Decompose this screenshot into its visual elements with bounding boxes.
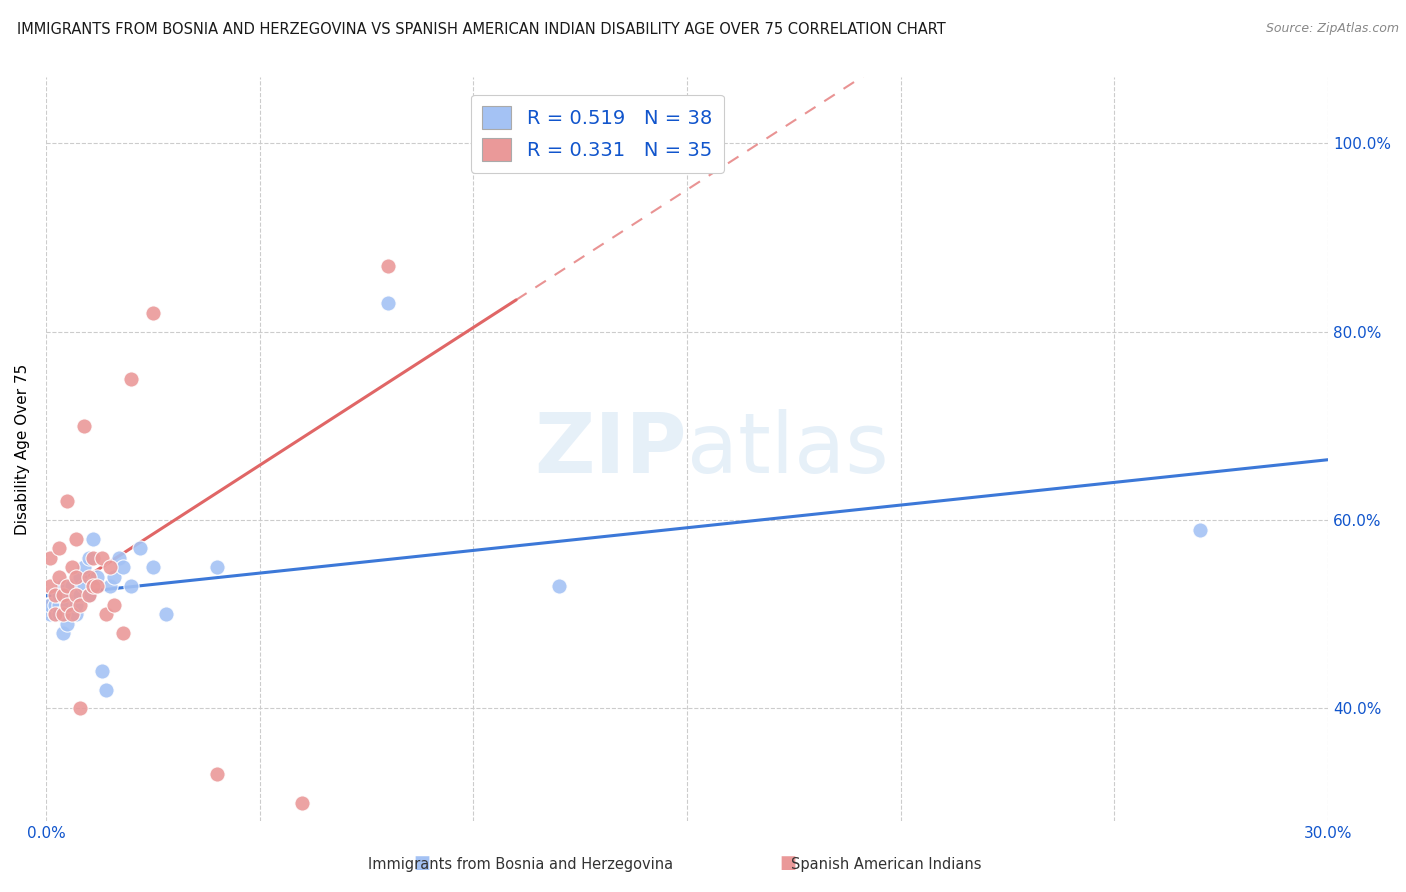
- Point: [103, 569, 125, 583]
- Point: [73, 418, 96, 433]
- Text: ZIP: ZIP: [534, 409, 688, 490]
- Point: [205, 767, 228, 781]
- Point: [155, 607, 177, 622]
- Point: [98, 579, 121, 593]
- Point: [56, 579, 79, 593]
- Point: [94, 682, 117, 697]
- Point: [142, 306, 165, 320]
- Text: ■: ■: [413, 855, 430, 872]
- Point: [98, 560, 121, 574]
- Point: [56, 598, 79, 612]
- Point: [39, 607, 62, 622]
- Point: [52, 589, 75, 603]
- Point: [44, 589, 66, 603]
- Point: [77, 550, 100, 565]
- Point: [60, 589, 83, 603]
- Point: [39, 579, 62, 593]
- Point: [103, 598, 125, 612]
- Text: Immigrants from Bosnia and Herzegovina: Immigrants from Bosnia and Herzegovina: [367, 857, 673, 872]
- Point: [1188, 523, 1211, 537]
- Point: [69, 589, 91, 603]
- Text: Spanish American Indians: Spanish American Indians: [790, 857, 981, 872]
- Point: [82, 550, 104, 565]
- Point: [48, 607, 70, 622]
- Point: [86, 579, 108, 593]
- Point: [65, 598, 87, 612]
- Point: [77, 589, 100, 603]
- Point: [48, 541, 70, 556]
- Point: [82, 532, 104, 546]
- Point: [90, 664, 112, 678]
- Point: [60, 560, 83, 574]
- Point: [291, 796, 314, 810]
- Point: [205, 560, 228, 574]
- Point: [48, 569, 70, 583]
- Point: [69, 598, 91, 612]
- Point: [107, 550, 129, 565]
- Point: [44, 607, 66, 622]
- Point: [77, 569, 100, 583]
- Point: [377, 259, 399, 273]
- Point: [44, 607, 66, 622]
- Point: [48, 598, 70, 612]
- Point: [52, 607, 75, 622]
- Text: IMMIGRANTS FROM BOSNIA AND HERZEGOVINA VS SPANISH AMERICAN INDIAN DISABILITY AGE: IMMIGRANTS FROM BOSNIA AND HERZEGOVINA V…: [17, 22, 946, 37]
- Point: [39, 598, 62, 612]
- Point: [94, 607, 117, 622]
- Point: [56, 494, 79, 508]
- Point: [69, 569, 91, 583]
- Point: [377, 296, 399, 310]
- Legend: R = 0.519   N = 38, R = 0.331   N = 35: R = 0.519 N = 38, R = 0.331 N = 35: [471, 95, 724, 172]
- Point: [90, 550, 112, 565]
- Point: [56, 616, 79, 631]
- Point: [73, 560, 96, 574]
- Text: ■: ■: [779, 855, 796, 872]
- Point: [65, 607, 87, 622]
- Point: [73, 579, 96, 593]
- Point: [120, 372, 142, 386]
- Point: [547, 579, 569, 593]
- Point: [111, 626, 134, 640]
- Point: [39, 550, 62, 565]
- Point: [69, 701, 91, 715]
- Point: [60, 579, 83, 593]
- Point: [60, 607, 83, 622]
- Text: atlas: atlas: [688, 409, 889, 490]
- Point: [65, 569, 87, 583]
- Point: [65, 532, 87, 546]
- Point: [120, 579, 142, 593]
- Point: [56, 607, 79, 622]
- Point: [129, 541, 152, 556]
- Point: [82, 579, 104, 593]
- Point: [52, 579, 75, 593]
- Y-axis label: Disability Age Over 75: Disability Age Over 75: [15, 364, 30, 535]
- Point: [65, 589, 87, 603]
- Point: [142, 560, 165, 574]
- Point: [52, 626, 75, 640]
- Point: [505, 136, 527, 151]
- Point: [86, 569, 108, 583]
- Point: [56, 598, 79, 612]
- Point: [48, 589, 70, 603]
- Point: [111, 560, 134, 574]
- Point: [77, 589, 100, 603]
- Point: [44, 598, 66, 612]
- Text: Source: ZipAtlas.com: Source: ZipAtlas.com: [1265, 22, 1399, 36]
